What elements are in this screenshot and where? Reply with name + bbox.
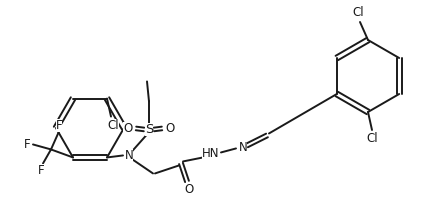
Text: O: O xyxy=(124,122,132,135)
Text: N: N xyxy=(239,141,248,154)
Text: F: F xyxy=(37,164,44,177)
Text: Cl: Cl xyxy=(107,119,119,132)
Text: Cl: Cl xyxy=(366,132,378,146)
Text: F: F xyxy=(24,138,30,151)
Text: F: F xyxy=(56,119,62,132)
Text: Cl: Cl xyxy=(352,6,364,19)
Text: N: N xyxy=(125,149,133,162)
Text: S: S xyxy=(145,123,153,136)
Text: O: O xyxy=(184,183,194,196)
Text: O: O xyxy=(165,122,175,135)
Text: HN: HN xyxy=(202,147,220,160)
